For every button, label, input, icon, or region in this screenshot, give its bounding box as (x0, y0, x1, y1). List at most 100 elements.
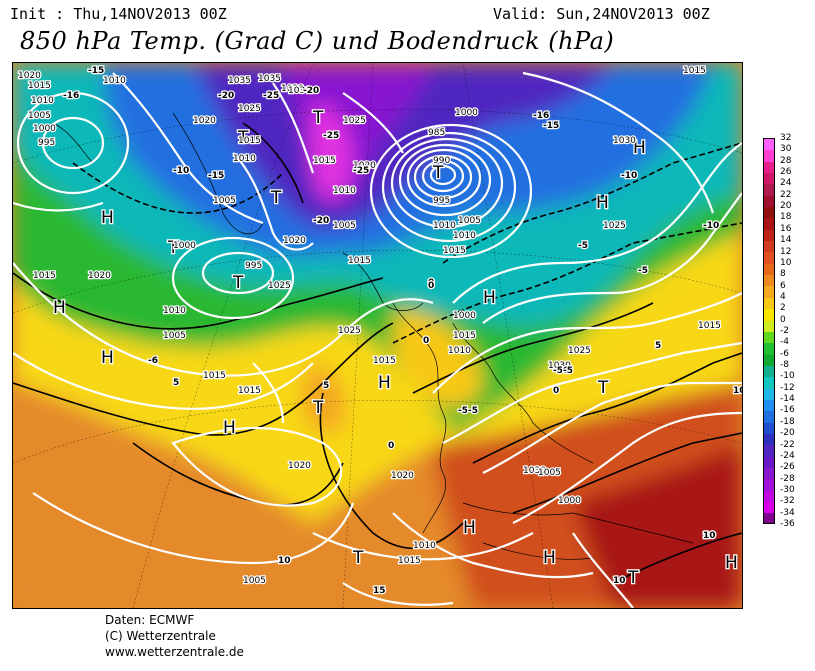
legend-label: -30 (780, 484, 795, 495)
isobar-label: 1010 (453, 231, 476, 241)
isotherm-label: -15 (208, 171, 224, 181)
low-pressure-label: T (627, 568, 639, 588)
legend-label: -14 (780, 394, 795, 405)
legend-swatch (764, 309, 774, 321)
isotherm-label: 0 (388, 441, 394, 451)
legend-label: -6 (780, 348, 789, 359)
isobar-label: 1025 (603, 221, 626, 231)
low-pressure-label: T (237, 128, 249, 148)
isobar-label: 1030 (523, 466, 546, 476)
legend-label: 4 (780, 291, 786, 302)
legend-swatch (764, 365, 774, 378)
isotherm-label: -25 (263, 91, 279, 101)
legend-label: -32 (780, 496, 795, 507)
isotherm-label: 0 (428, 281, 434, 291)
isobar-label: 1005 (213, 196, 236, 206)
legend-label: 18 (780, 212, 792, 223)
isobar-label: 1005 (28, 111, 51, 121)
isobar-label: 1015 (238, 136, 261, 146)
temperature-field (13, 63, 742, 608)
isotherm-label: 20 (703, 531, 716, 541)
isobar-label: 1035 (228, 76, 251, 86)
high-pressure-label: H (725, 553, 738, 573)
coastlines (52, 112, 694, 560)
high-pressure-label: H (596, 193, 609, 213)
high-pressure-label: H (543, 548, 556, 568)
isotherm-label: -5 (458, 406, 468, 416)
isobar-label: 1005 (458, 216, 481, 226)
legend-swatch (764, 456, 774, 468)
isobar-label: 1010 (413, 541, 436, 551)
legend-swatch (764, 263, 774, 276)
isotherm-label: -15 (543, 121, 559, 131)
legend-swatch (764, 377, 774, 389)
legend-swatch (764, 445, 774, 457)
low-pressure-label: T (432, 163, 444, 183)
isobar-label: 1030 (281, 84, 304, 94)
legend-label: 32 (780, 133, 792, 143)
legend-label: 16 (780, 223, 792, 234)
isobar-label: 1030 (548, 361, 571, 371)
isotherm-label: 5 (323, 381, 329, 391)
legend-label: -4 (780, 337, 789, 348)
legend-swatch (764, 422, 774, 434)
isobar-label: 1025 (268, 281, 291, 291)
low-pressure-label: T (232, 273, 244, 293)
legend-swatch (764, 399, 774, 412)
isobar-label: 1000 (173, 241, 196, 251)
isobar-label: 1015 (698, 321, 721, 331)
isobar-label: 1020 (18, 71, 41, 81)
legend-swatch (764, 320, 774, 332)
isobar-label: 1020 (288, 461, 311, 471)
isotherm-label: 10 (278, 556, 291, 566)
legend-swatch (764, 479, 774, 491)
legend-swatch (764, 388, 774, 400)
isotherm-label: -5 (553, 366, 563, 376)
isobar-label: 1000 (455, 108, 478, 118)
isobar-label: 1010 (233, 154, 256, 164)
legend-swatch (764, 286, 774, 298)
legend-label: -8 (780, 360, 789, 371)
copyright: (C) Wetterzentrale (105, 629, 216, 643)
isotherm-label: 15 (373, 586, 386, 596)
high-pressure-label: H (53, 298, 66, 318)
map-title: 850 hPa Temp. (Grad C) und Bodendruck (h… (20, 27, 615, 55)
legend-swatch (764, 241, 774, 253)
isobar-label: 995 (38, 138, 55, 148)
isobar-label: 985 (428, 128, 445, 138)
isotherm-label: 5 (655, 341, 661, 351)
isotherm-label: 0 (563, 366, 569, 376)
legend-swatch (764, 343, 774, 355)
legend-color-bar (763, 138, 775, 524)
isobar-label: 1015 (398, 556, 421, 566)
valid-label: Valid: Sun,24NOV2013 00Z (493, 5, 710, 23)
isotherm-label: -10 (621, 171, 637, 181)
isotherm-label: -5 (468, 406, 478, 416)
isotherm-label: -20 (303, 86, 319, 96)
isotherm-label: -6 (148, 356, 158, 366)
isotherm-label: -16 (533, 111, 549, 121)
isotherm-label: -16 (63, 91, 79, 101)
legend-swatch (764, 218, 774, 230)
legend-label: -22 (780, 439, 795, 450)
legend-swatch (764, 467, 774, 480)
legend-label: 10 (780, 257, 792, 268)
isobar-label: 1035 (258, 74, 281, 84)
legend-label: -34 (780, 507, 795, 518)
weather-map: H H H H H H H H H H H T T T T T T T T T T 1020 1015 1010 1005 100… (12, 62, 743, 609)
isotherm-label: -10 (703, 221, 719, 231)
legend-swatch (764, 331, 774, 344)
isobar-label: 1020 (88, 271, 111, 281)
isobar-label: 1010 (448, 346, 471, 356)
isobar-label: 1025 (343, 116, 366, 126)
isobar-label: 1025 (338, 326, 361, 336)
isotherm-label: 0 (428, 278, 434, 288)
isobar-label: 1010 (31, 96, 54, 106)
isotherm-label: -5 (563, 366, 573, 376)
legend-swatch (764, 207, 774, 219)
isobar-label: 1010 (333, 186, 356, 196)
isobar-label: 1015 (33, 271, 56, 281)
isotherms (13, 122, 742, 584)
legend-label: 6 (780, 280, 786, 291)
